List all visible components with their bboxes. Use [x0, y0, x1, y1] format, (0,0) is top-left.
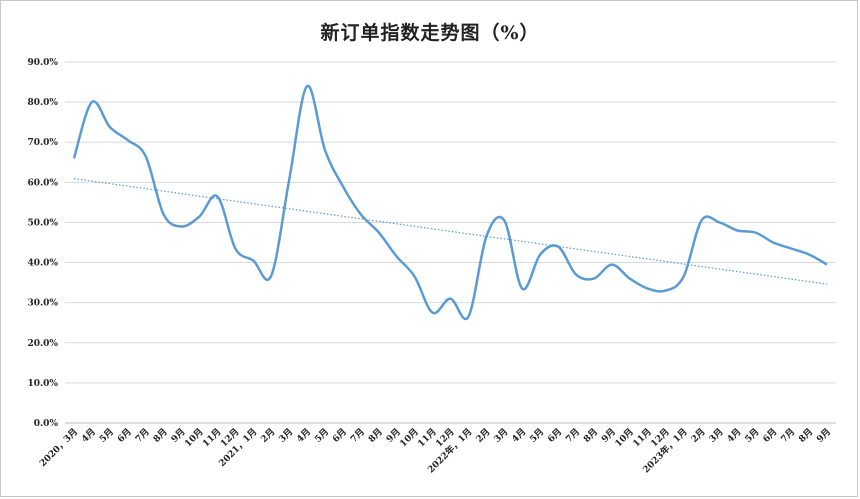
x-tick-label: 4月	[79, 426, 98, 445]
x-tick-label: 6月	[330, 426, 349, 445]
x-tick-label: 9月	[815, 426, 834, 445]
x-tick-label: 2月	[689, 426, 708, 445]
y-tick-label: 10.0%	[28, 379, 59, 389]
x-tick-label: 4月	[510, 426, 529, 445]
x-tick-label: 10月	[398, 426, 421, 449]
y-tick-label: 70.0%	[28, 138, 59, 148]
series-line	[72, 84, 828, 321]
x-tick-label: 8月	[797, 426, 816, 445]
x-tick-label: 4月	[295, 426, 314, 445]
x-tick-label: 3月	[492, 426, 511, 445]
x-tick-label: 6月	[115, 426, 134, 445]
x-tick-label: 4月	[725, 426, 744, 445]
x-tick-label: 3月	[707, 426, 726, 445]
y-tick-label: 50.0%	[28, 218, 59, 228]
x-tick-label: 11月	[631, 426, 654, 449]
x-tick-label: 10月	[183, 426, 206, 449]
x-tick-label: 7月	[133, 426, 152, 445]
trendline	[73, 178, 828, 285]
x-tick-label: 7月	[564, 426, 583, 445]
x-tick-label: 6月	[546, 426, 565, 445]
x-tick-label: 5月	[97, 426, 116, 445]
y-tick-label: 30.0%	[28, 299, 59, 309]
chart-title: 新订单指数走势图（%）	[320, 22, 540, 44]
x-tick-label: 8月	[581, 426, 600, 445]
x-tick-label: 11月	[416, 426, 439, 449]
x-tick-label: 2020，3月	[37, 426, 80, 469]
x-tick-label: 3月	[277, 426, 296, 445]
y-tick-label: 60.0%	[28, 178, 59, 188]
x-tick-label: 5月	[313, 426, 332, 445]
x-tick-label: 7月	[348, 426, 367, 445]
y-tick-label: 90.0%	[28, 58, 59, 68]
x-tick-label: 6月	[761, 426, 780, 445]
x-tick-label: 7月	[779, 426, 798, 445]
x-tick-label: 5月	[743, 426, 762, 445]
x-tick-label: 8月	[151, 426, 170, 445]
y-tick-label: 20.0%	[28, 339, 59, 349]
x-tick-label: 8月	[366, 426, 385, 445]
y-tick-label: 0.0%	[34, 419, 59, 429]
x-tick-label: 5月	[528, 426, 547, 445]
x-tick-label: 2月	[259, 426, 278, 445]
x-tick-label: 10月	[613, 426, 636, 449]
y-tick-label: 40.0%	[28, 259, 59, 269]
x-tick-label: 11月	[201, 426, 224, 449]
x-tick-label: 2月	[474, 426, 493, 445]
y-tick-label: 80.0%	[28, 98, 59, 108]
